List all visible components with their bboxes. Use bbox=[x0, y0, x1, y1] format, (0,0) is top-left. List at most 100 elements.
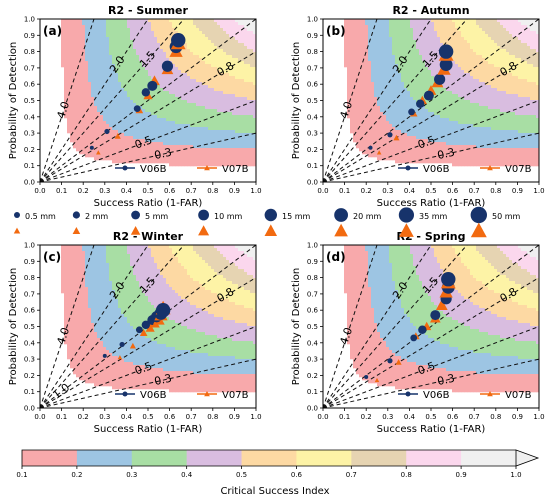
x-tick-label: 0.7 bbox=[186, 413, 197, 421]
bias-line bbox=[323, 245, 432, 408]
bias-line bbox=[40, 19, 149, 182]
v07b-point bbox=[395, 359, 402, 365]
chart-title: R2 - Spring bbox=[396, 230, 465, 243]
x-tick-label: 0.1 bbox=[56, 413, 67, 421]
x-tick-label: 0.7 bbox=[186, 187, 197, 195]
bias-lines bbox=[40, 19, 256, 182]
bias-label: 0.3 bbox=[436, 146, 456, 163]
bias-line bbox=[323, 277, 539, 408]
bias-label: 0.5 bbox=[416, 359, 437, 377]
bias-label: 0.5 bbox=[133, 133, 154, 151]
x-tick-label: 0.9 bbox=[512, 187, 523, 195]
size-legend-label: 50 mm bbox=[492, 212, 521, 221]
colorbar-tick-label: 0.6 bbox=[291, 471, 303, 479]
bias-line bbox=[40, 358, 256, 408]
x-tick-label: 0.1 bbox=[56, 187, 67, 195]
x-tick-label: 0.5 bbox=[425, 187, 436, 195]
y-tick-label: 0.0 bbox=[24, 405, 35, 413]
v06b-point bbox=[410, 334, 418, 342]
bias-label: 4.0 bbox=[54, 326, 72, 347]
y-tick-label: 1.0 bbox=[307, 16, 318, 24]
bias-line bbox=[323, 245, 378, 408]
series-legend: V06B V07B bbox=[115, 390, 249, 401]
size-legend-circle bbox=[470, 206, 487, 224]
bias-label: 0.3 bbox=[436, 372, 456, 389]
chart-panel-4: 4.02.0 1.5 0.80.50.30.0 0.1 0.2 0.3 0.4 0.5 0.6 0… bbox=[291, 230, 545, 435]
x-tick-label: 0.8 bbox=[490, 187, 501, 195]
v06b-point bbox=[423, 90, 434, 101]
y-tick-label: 0.0 bbox=[307, 179, 318, 187]
bias-line bbox=[40, 245, 95, 408]
bias-line bbox=[323, 100, 539, 182]
legend-label-v06b: V06B bbox=[140, 164, 167, 175]
bias-line bbox=[40, 326, 256, 408]
colorbar-tick-label: 0.4 bbox=[181, 471, 193, 479]
y-tick-label: 0.1 bbox=[307, 388, 318, 396]
legend-marker-v06b bbox=[122, 391, 128, 397]
x-tick-label: 0.5 bbox=[142, 187, 153, 195]
y-tick-label: 0.4 bbox=[24, 113, 36, 121]
x-tick-label: 0.4 bbox=[121, 413, 133, 421]
bias-label: 0.3 bbox=[153, 146, 173, 163]
x-tick-label: 0.3 bbox=[382, 413, 393, 421]
size-legend-triangle bbox=[13, 227, 21, 234]
y-tick-label: 0.6 bbox=[24, 307, 36, 315]
x-tick-label: 0.0 bbox=[34, 413, 45, 421]
y-tick-label: 1.0 bbox=[24, 16, 35, 24]
colorbar-segment bbox=[296, 450, 352, 466]
chart-title: R2 - Winter bbox=[113, 230, 184, 243]
x-tick-label: 0.0 bbox=[34, 187, 45, 195]
y-tick-label: 0.0 bbox=[307, 405, 318, 413]
size-legend-circle bbox=[398, 207, 414, 223]
x-tick-label: 0.3 bbox=[99, 187, 110, 195]
x-tick-label: 0.3 bbox=[99, 413, 110, 421]
y-tick-label: 1.0 bbox=[307, 242, 318, 250]
size-legend-triangle bbox=[470, 222, 487, 238]
y-tick-label: 0.0 bbox=[24, 179, 35, 187]
y-tick-label: 0.9 bbox=[24, 32, 35, 40]
colorbar: 0.1 0.2 0.3 0.4 0.5 0.6 0.7 0.8 0.9 1.0 Critical S… bbox=[16, 449, 540, 497]
y-tick-label: 0.3 bbox=[307, 130, 318, 138]
v06b-point bbox=[387, 132, 393, 138]
v06b-point bbox=[438, 44, 454, 59]
x-tick-label: 0.4 bbox=[404, 413, 416, 421]
x-tick-label: 0.0 bbox=[317, 413, 328, 421]
x-tick-label: 0.8 bbox=[490, 413, 501, 421]
bias-label: 0.3 bbox=[153, 372, 173, 389]
v06b-point bbox=[171, 32, 186, 48]
y-tick-label: 0.5 bbox=[24, 97, 35, 105]
chart-panel-1: 4.02.0 1.5 0.80.50.30.0 0.1 0.2 0.3 0.4 0.5 0.6 0… bbox=[8, 4, 262, 209]
v06b-point bbox=[387, 358, 393, 364]
v07b-point bbox=[374, 377, 380, 383]
size-legend-circle bbox=[14, 212, 20, 218]
y-tick-label: 0.4 bbox=[307, 113, 319, 121]
legend-marker-v07b bbox=[204, 391, 210, 397]
panel-label: (b) bbox=[326, 24, 346, 38]
bias-label: 0.5 bbox=[133, 359, 154, 377]
x-tick-label: 0.2 bbox=[361, 187, 372, 195]
y-tick-label: 0.8 bbox=[307, 48, 318, 56]
y-tick-label: 0.7 bbox=[24, 64, 35, 72]
y-tick-label: 0.1 bbox=[307, 162, 318, 170]
legend-marker-v07b bbox=[204, 165, 210, 171]
colorbar-segment bbox=[406, 450, 462, 466]
size-legend-circle bbox=[198, 209, 210, 221]
bias-line bbox=[40, 100, 256, 182]
legend-label-v07b: V07B bbox=[505, 164, 532, 175]
colorbar-segment bbox=[76, 450, 133, 466]
colorbar-label: Critical Success Index bbox=[220, 486, 329, 497]
colorbar-segment bbox=[241, 450, 297, 466]
v06b-point bbox=[102, 353, 107, 358]
chart-panel-2: 4.02.0 1.5 0.80.50.30.0 0.1 0.2 0.3 0.4 0.5 0.6 0… bbox=[291, 4, 545, 209]
size-legend-label: 5 mm bbox=[145, 212, 168, 221]
y-tick-label: 0.5 bbox=[307, 97, 318, 105]
csi-background bbox=[61, 245, 256, 393]
x-tick-label: 0.7 bbox=[469, 413, 480, 421]
y-tick-label: 1.0 bbox=[24, 242, 35, 250]
x-axis-label: Success Ratio (1-FAR) bbox=[94, 198, 203, 209]
x-axis-label: Success Ratio (1-FAR) bbox=[94, 424, 203, 435]
legend-marker-v07b bbox=[487, 165, 493, 171]
bias-line bbox=[323, 245, 539, 408]
v07b-point bbox=[96, 150, 101, 155]
